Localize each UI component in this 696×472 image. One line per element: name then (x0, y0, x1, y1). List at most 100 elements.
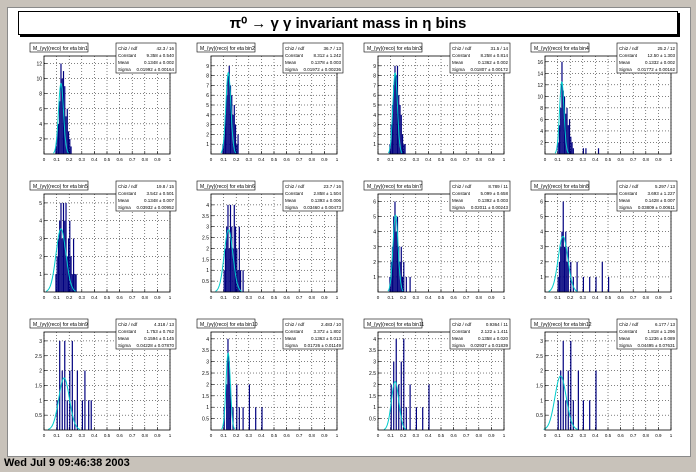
histogram-bin (228, 248, 230, 292)
x-tick-label: 0.6 (617, 295, 624, 300)
stats-value: 1.753 ± 0.762 (147, 329, 175, 334)
x-tick-label: 0.3 (413, 295, 420, 300)
x-tick-label: 0.1 (220, 433, 227, 438)
gaussian-fit-curve (220, 71, 237, 154)
axis-frame (210, 193, 338, 293)
x-tick-label: 1 (503, 295, 506, 300)
axis-frame (544, 55, 672, 155)
histogram-pad-4: 0 0.1 0.2 0.3 0.4 0.5 0.6 0.7 0.8 0.9 124681012141… (529, 42, 679, 168)
stats-box (282, 42, 344, 74)
y-tick-label: 2 (540, 369, 543, 375)
x-tick-label: 1 (503, 157, 506, 162)
pad-title: M_{γγ}(reco) for eta bin8 (534, 184, 589, 190)
stats-label: Sigma (285, 67, 298, 72)
x-tick-label: 0.3 (580, 295, 587, 300)
histogram-bin (81, 400, 83, 430)
x-tick-label: 1 (169, 433, 172, 438)
gaussian-fit-curve (45, 228, 77, 292)
histogram-bin (582, 148, 584, 154)
stats-label: Mean (619, 336, 631, 341)
x-tick-label: 0.4 (91, 157, 98, 162)
histogram-bin (66, 108, 68, 154)
histogram-bin (71, 274, 73, 292)
y-tick-label: 7 (206, 83, 209, 89)
histogram-bin (401, 134, 404, 154)
y-tick-label: 2.5 (369, 371, 376, 377)
histogram-bin (565, 400, 567, 430)
stats-value: 0.01992 ± 0.00164 (136, 67, 174, 72)
pad-title-box (196, 42, 256, 53)
histogram-bin (59, 220, 61, 292)
y-tick-label: 1 (373, 405, 376, 411)
pad-title-box (29, 180, 89, 191)
stats-label: Mean (452, 336, 464, 341)
x-tick-label: 0.1 (220, 157, 227, 162)
histogram-bin (227, 75, 229, 154)
x-tick-label: 0.4 (258, 295, 265, 300)
x-tick-label: 0.4 (592, 295, 599, 300)
x-tick-label: 0 (377, 433, 380, 438)
stats-box (449, 318, 511, 350)
y-tick-label: 2 (540, 140, 543, 146)
stats-label: Mean (118, 60, 130, 65)
pad-title: M_{γγ}(reco) for eta bin4 (534, 46, 589, 52)
histogram-bin (566, 107, 568, 154)
y-tick-label: 4 (373, 113, 376, 119)
y-tick-label: 4 (206, 337, 209, 343)
histogram-bin (90, 400, 92, 430)
histogram-pad-3: 0 0.1 0.2 0.3 0.4 0.5 0.6 0.7 0.8 0.9 1 1 2 3 4 5 6 7 8 9 M_… (362, 42, 512, 168)
histogram-bin (395, 75, 397, 154)
axis-frame (544, 331, 672, 431)
stats-value: 8.789 / 11 (488, 184, 508, 189)
x-tick-label: 0.2 (233, 295, 240, 300)
axis-frame (377, 193, 505, 293)
stats-value: 0.03932 ± 0.00952 (136, 205, 174, 210)
histogram-bin (69, 220, 71, 292)
histogram-bin (242, 407, 244, 430)
histogram-bin (72, 238, 75, 292)
histogram-bin (237, 134, 239, 154)
histogram-bin (67, 131, 70, 154)
y-tick-label: 1 (206, 268, 209, 274)
histogram-bin (595, 370, 597, 430)
histogram-bin (238, 226, 240, 292)
stats-value: 3.542 ± 0.501 (147, 191, 175, 196)
x-tick-label: 0.5 (438, 157, 445, 162)
y-tick-label: 2 (39, 137, 42, 143)
stats-box (449, 42, 511, 74)
stats-label: Chi2 / ndf (452, 322, 472, 327)
x-tick-label: 0.6 (617, 433, 624, 438)
histogram-bin (570, 136, 572, 154)
x-tick-label: 0.9 (321, 157, 328, 162)
axis-frame (377, 55, 505, 155)
histogram-bin (56, 256, 58, 292)
histogram-bin (394, 201, 396, 292)
y-tick-label: 5 (540, 215, 543, 221)
pad-title-box (363, 180, 423, 191)
histogram-bin (558, 261, 561, 292)
x-tick-label: 0.9 (488, 295, 495, 300)
histogram-bin (55, 146, 57, 154)
histogram-bin (255, 407, 257, 430)
x-tick-label: 0.7 (463, 157, 470, 162)
y-tick-label: 0.5 (536, 413, 543, 419)
y-tick-label: 10 (537, 94, 543, 100)
x-tick-label: 0.9 (655, 157, 662, 162)
histogram-bin (557, 142, 559, 154)
x-tick-label: 0.3 (246, 157, 253, 162)
y-tick-label: 2 (39, 254, 42, 260)
histogram-bin (234, 124, 237, 154)
x-tick-label: 0.7 (129, 157, 136, 162)
histogram-bin (223, 270, 225, 292)
y-tick-label: 3 (540, 245, 543, 251)
x-tick-label: 0.7 (296, 295, 303, 300)
y-tick-label: 7 (373, 83, 376, 89)
x-tick-label: 0.2 (66, 433, 73, 438)
stats-value: 0.03460 ± 0.00473 (303, 205, 341, 210)
y-tick-label: 1 (206, 142, 209, 148)
x-tick-label: 0.5 (605, 295, 612, 300)
x-tick-label: 0.1 (53, 295, 60, 300)
histogram-bin (401, 276, 404, 292)
histogram-bin (398, 384, 400, 430)
stats-box (282, 318, 344, 350)
